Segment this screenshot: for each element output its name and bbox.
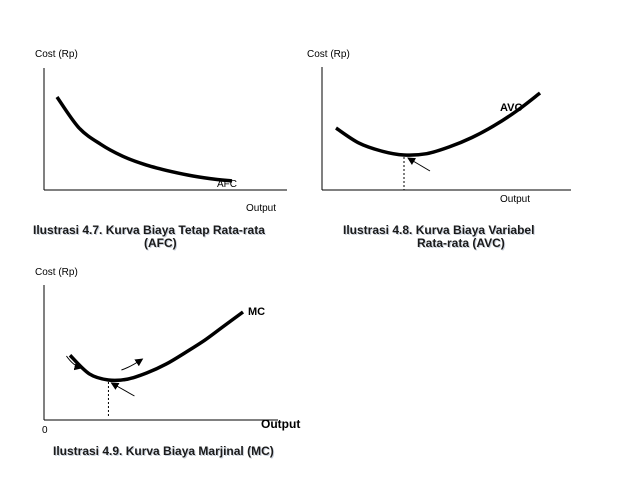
afc-curve-line xyxy=(55,95,233,183)
avc-caption-line-1: Ilustrasi 4.8. Kurva Biaya Variabel xyxy=(343,223,534,237)
chart-avc: Cost (Rp) AVC Output Ilustrasi 4.8. Kurv… xyxy=(307,49,571,251)
chart-mc: Cost (Rp) MC 0 Output Ilustrasi 4.9. Kur… xyxy=(35,267,300,459)
avc-y-axis-label: Cost (Rp) xyxy=(307,49,350,60)
mc-y-axis-label: Cost (Rp) xyxy=(35,267,78,278)
avc-x-axis-label: Output xyxy=(500,194,530,205)
mc-caption-line: Ilustrasi 4.9. Kurva Biaya Marjinal (MC) xyxy=(53,444,274,458)
avc-caption-shadow-1: Ilustrasi 4.8. Kurva Biaya Variabel xyxy=(344,224,535,238)
avc-minimum-arrow xyxy=(407,157,431,172)
afc-caption-line-2: (AFC) xyxy=(144,236,177,250)
afc-caption-shadow-1: Ilustrasi 4.7. Kurva Biaya Tetap Rata-ra… xyxy=(34,224,266,238)
avc-curve-line xyxy=(335,91,542,157)
chart-afc: Cost (Rp) AFC Output Ilustrasi 4.7. Kurv… xyxy=(33,49,287,251)
mc-falling-direction-arrow xyxy=(66,355,83,371)
mc-caption-shadow: Ilustrasi 4.9. Kurva Biaya Marjinal (MC) xyxy=(54,445,275,459)
avc-caption-shadow-2: Rata-rata (AVC) xyxy=(418,237,506,251)
afc-curve-label: AFC xyxy=(217,179,237,190)
mc-curve-line xyxy=(68,310,245,383)
afc-caption-line-1: Ilustrasi 4.7. Kurva Biaya Tetap Rata-ra… xyxy=(33,223,265,237)
afc-y-axis-label: Cost (Rp) xyxy=(35,49,78,60)
mc-curve-label: MC xyxy=(248,306,265,318)
avc-curve-label: AVC xyxy=(500,102,522,114)
afc-x-axis-label: Output xyxy=(246,203,276,214)
mc-minimum-arrow xyxy=(110,382,135,397)
mc-origin-label: 0 xyxy=(42,425,48,436)
mc-x-axis-label: Output xyxy=(261,417,300,431)
avc-caption-line-2: Rata-rata (AVC) xyxy=(417,236,505,250)
afc-caption-shadow-2: (AFC) xyxy=(145,237,178,251)
mc-rising-direction-arrow xyxy=(121,358,144,371)
